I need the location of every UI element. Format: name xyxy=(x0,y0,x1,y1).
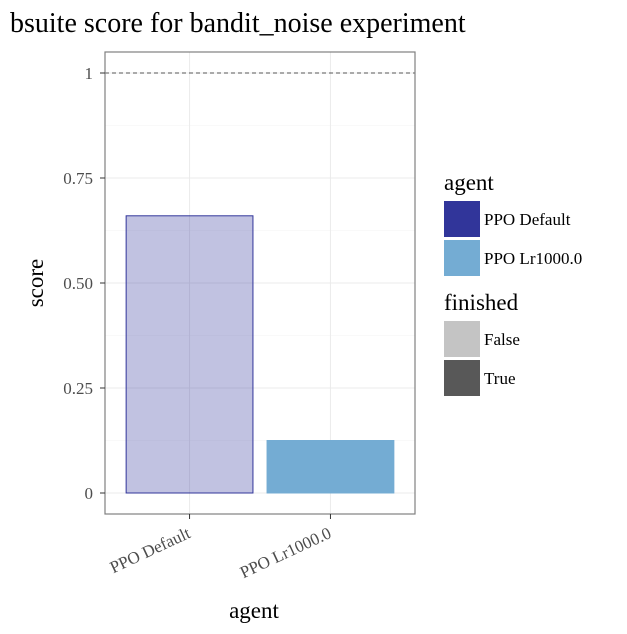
legend-key xyxy=(444,360,480,396)
legend-key xyxy=(444,240,480,276)
chart-title: bsuite score for bandit_noise experiment xyxy=(10,8,466,39)
legend-title: finished xyxy=(444,290,519,315)
plot-area: 0 0.25 0.50 0.75 1 PPO Default PPO Lr1000.0 xyxy=(63,51,416,582)
legend-title: agent xyxy=(444,170,494,195)
y-tick-label: 0.25 xyxy=(63,379,93,398)
y-tick-label: 0 xyxy=(85,484,94,503)
x-axis-title: agent xyxy=(229,598,279,623)
x-tick-label: PPO Lr1000.0 xyxy=(237,523,334,582)
y-tick-label: 0.50 xyxy=(63,274,93,293)
legend-label: False xyxy=(484,330,520,349)
y-axis-title: score xyxy=(23,259,48,308)
y-tick-label: 0.75 xyxy=(63,169,93,188)
legend-label: True xyxy=(484,369,516,388)
bar xyxy=(125,215,254,494)
bar xyxy=(266,440,395,494)
legend: agent PPO Default PPO Lr1000.0 finished Fals… xyxy=(444,170,582,396)
legend-key xyxy=(444,321,480,357)
y-tick-label: 1 xyxy=(85,64,94,83)
x-tick-label: PPO Default xyxy=(107,523,194,577)
legend-label: PPO Default xyxy=(484,210,571,229)
legend-key xyxy=(444,201,480,237)
legend-label: PPO Lr1000.0 xyxy=(484,249,582,268)
